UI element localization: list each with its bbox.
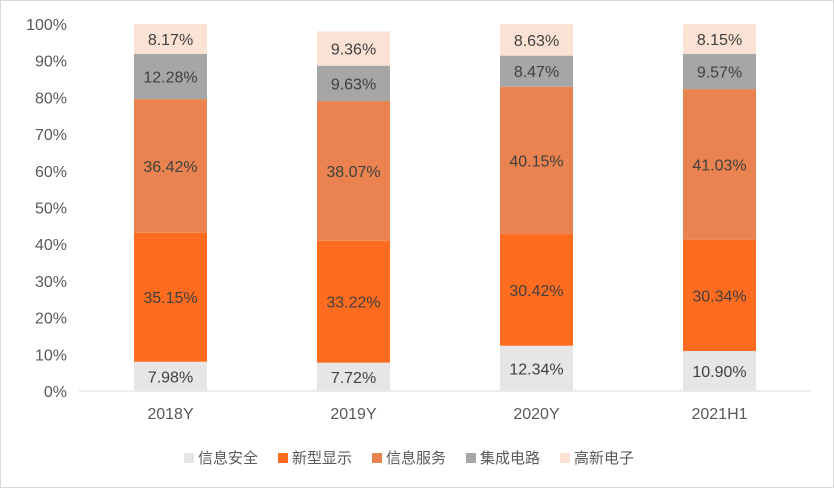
data-label: 7.72% bbox=[331, 370, 376, 387]
y-tick-label: 80% bbox=[35, 90, 67, 107]
data-label: 8.47% bbox=[514, 64, 559, 81]
bar-segment bbox=[683, 24, 756, 54]
legend-label: 高新电子 bbox=[574, 449, 634, 467]
data-label: 36.42% bbox=[143, 159, 197, 176]
y-tick-label: 100% bbox=[26, 17, 67, 34]
y-tick-label: 70% bbox=[35, 127, 67, 144]
bar-segment bbox=[683, 239, 756, 351]
data-label: 8.17% bbox=[148, 32, 193, 49]
bar-segment bbox=[500, 55, 573, 87]
data-label: 12.28% bbox=[143, 70, 197, 87]
bar-segment bbox=[683, 350, 756, 391]
legend-swatch bbox=[184, 453, 194, 463]
bar-segment bbox=[134, 361, 207, 391]
bar-segment bbox=[500, 234, 573, 346]
data-label: 8.15% bbox=[697, 32, 742, 49]
y-tick-label: 0% bbox=[44, 384, 67, 401]
legend-swatch bbox=[560, 453, 570, 463]
data-label: 10.90% bbox=[692, 364, 746, 381]
legend-label: 新型显示 bbox=[292, 449, 352, 467]
bar-segment bbox=[317, 65, 390, 102]
data-label: 30.42% bbox=[509, 283, 563, 300]
data-label: 7.98% bbox=[148, 369, 193, 386]
bar-segment bbox=[317, 362, 390, 391]
legend-label: 集成电路 bbox=[480, 449, 540, 467]
bar-segment bbox=[134, 24, 207, 54]
data-label: 9.63% bbox=[331, 76, 376, 93]
x-tick-label: 2021H1 bbox=[691, 406, 747, 423]
legend-label: 信息服务 bbox=[386, 449, 446, 467]
bar-segment bbox=[317, 240, 390, 363]
x-tick-label: 2019Y bbox=[330, 406, 377, 423]
data-label: 33.22% bbox=[326, 295, 380, 312]
y-tick-label: 90% bbox=[35, 54, 67, 71]
data-label: 8.63% bbox=[514, 33, 559, 50]
data-label: 41.03% bbox=[692, 157, 746, 174]
y-tick-label: 60% bbox=[35, 164, 67, 181]
data-label: 30.34% bbox=[692, 288, 746, 305]
data-label: 12.34% bbox=[509, 361, 563, 378]
bar-segment bbox=[683, 89, 756, 240]
y-tick-label: 20% bbox=[35, 311, 67, 328]
legend-swatch bbox=[372, 453, 382, 463]
bar-segment bbox=[683, 53, 756, 90]
bar-segment bbox=[317, 31, 390, 66]
y-tick-label: 10% bbox=[35, 347, 67, 364]
y-tick-label: 50% bbox=[35, 201, 67, 218]
x-tick-label: 2018Y bbox=[147, 406, 194, 423]
x-tick-label: 2020Y bbox=[513, 406, 560, 423]
data-label: 40.15% bbox=[509, 153, 563, 170]
y-tick-label: 30% bbox=[35, 274, 67, 291]
data-label: 35.15% bbox=[143, 290, 197, 307]
bar-segment bbox=[317, 101, 390, 241]
data-label: 9.57% bbox=[697, 65, 742, 82]
y-tick-label: 40% bbox=[35, 237, 67, 254]
bar-segment bbox=[134, 232, 207, 362]
data-label: 38.07% bbox=[326, 164, 380, 181]
bar-segment bbox=[134, 99, 207, 233]
bar-segment bbox=[500, 345, 573, 391]
bar-segment bbox=[500, 23, 573, 56]
legend-label: 信息安全 bbox=[198, 449, 258, 467]
bar-segment bbox=[134, 53, 207, 100]
bar-segment bbox=[500, 86, 573, 235]
legend-swatch bbox=[466, 453, 476, 463]
data-label: 9.36% bbox=[331, 42, 376, 59]
legend-swatch bbox=[278, 453, 288, 463]
